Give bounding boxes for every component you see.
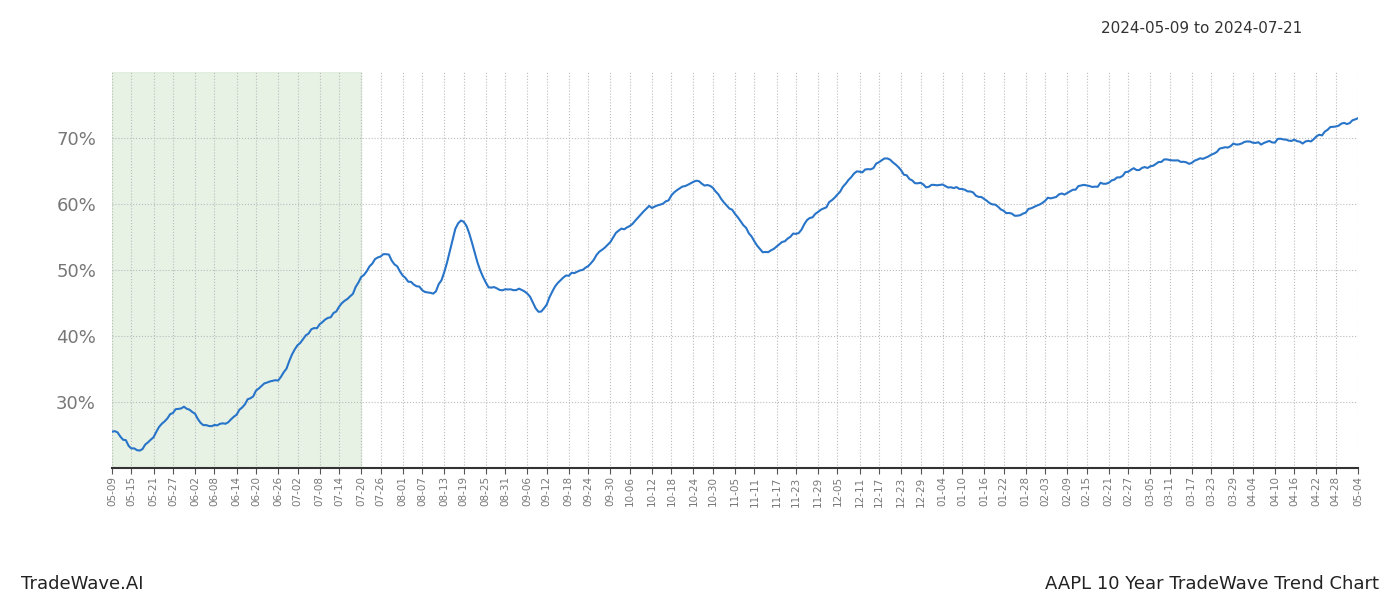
Text: 2024-05-09 to 2024-07-21: 2024-05-09 to 2024-07-21 bbox=[1100, 21, 1302, 36]
Bar bbox=[112, 72, 361, 468]
Text: TradeWave.AI: TradeWave.AI bbox=[21, 575, 143, 593]
Text: AAPL 10 Year TradeWave Trend Chart: AAPL 10 Year TradeWave Trend Chart bbox=[1044, 575, 1379, 593]
